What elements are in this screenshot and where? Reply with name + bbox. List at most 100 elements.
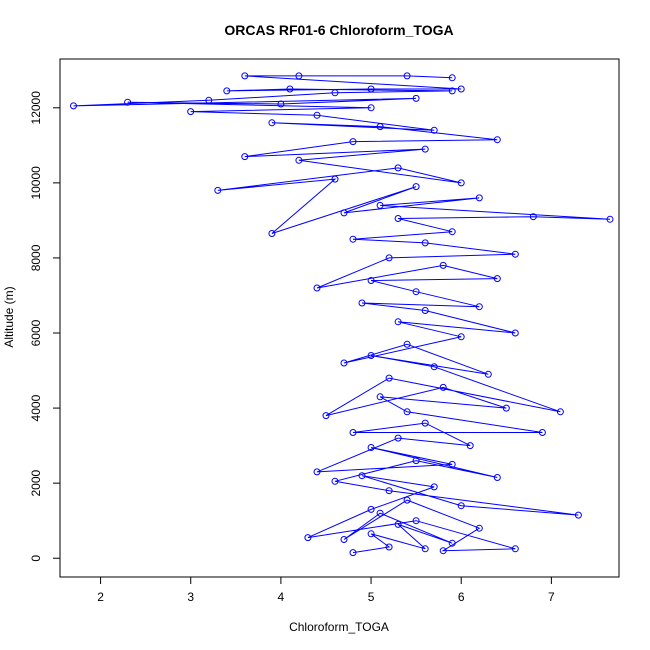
data-point — [205, 96, 213, 104]
data-point — [313, 468, 321, 476]
data-point — [295, 72, 303, 80]
y-tick-label: 0 — [29, 555, 43, 562]
data-point — [367, 104, 375, 112]
data-point — [475, 194, 483, 202]
data-point — [367, 530, 375, 538]
data-point — [295, 156, 303, 164]
data-point — [376, 393, 384, 401]
y-tick-label: 6000 — [29, 319, 43, 346]
data-point — [466, 442, 474, 450]
data-point — [376, 123, 384, 131]
data-point — [475, 524, 483, 532]
data-point — [511, 545, 519, 553]
data-point — [574, 511, 582, 519]
data-point — [421, 307, 429, 314]
data-point — [421, 145, 429, 153]
data-point — [493, 474, 501, 481]
data-point — [385, 487, 393, 495]
data-point — [448, 87, 456, 95]
data-point — [358, 299, 366, 307]
data-point — [403, 72, 411, 80]
data-point — [439, 547, 447, 555]
x-axis-label: Chloroform_TOGA — [289, 620, 389, 634]
y-tick-label: 10000 — [29, 166, 43, 200]
data-point — [322, 412, 330, 420]
data-point — [529, 213, 537, 221]
data-point — [430, 363, 438, 371]
data-point — [421, 545, 429, 553]
data-point — [439, 383, 447, 391]
data-point — [394, 434, 402, 442]
data-point — [448, 228, 456, 236]
data-point — [268, 230, 276, 237]
data-point — [394, 520, 402, 528]
data-point — [241, 153, 249, 161]
data-point — [394, 164, 402, 172]
data-point — [421, 419, 429, 427]
data-point — [412, 288, 420, 296]
data-point — [412, 183, 420, 191]
data-point — [349, 549, 357, 557]
data-point — [349, 138, 357, 146]
data-point — [331, 477, 339, 485]
data-point — [376, 201, 384, 209]
data-point — [412, 517, 420, 525]
series-group — [70, 72, 614, 557]
y-tick-label: 4000 — [29, 394, 43, 421]
data-point — [268, 119, 276, 127]
data-point — [493, 275, 501, 283]
data-point — [403, 408, 411, 416]
data-point — [349, 235, 357, 243]
data-point — [412, 457, 420, 465]
data-point — [538, 429, 546, 436]
data-point — [340, 209, 348, 217]
data-point — [367, 85, 375, 93]
data-point — [340, 359, 348, 367]
data-point — [304, 534, 312, 542]
x-tick-label: 3 — [187, 590, 194, 604]
x-tick-label: 5 — [368, 590, 375, 604]
data-point — [493, 136, 501, 144]
data-point — [606, 215, 614, 223]
data-point — [367, 444, 375, 451]
data-point — [412, 94, 420, 102]
data-point — [376, 509, 384, 517]
y-tick-label: 12000 — [29, 91, 43, 125]
data-point — [448, 539, 456, 547]
data-point — [286, 85, 294, 93]
data-point — [70, 102, 77, 110]
data-point — [367, 277, 375, 284]
data-point — [403, 496, 411, 504]
series-line — [73, 75, 611, 554]
data-point — [241, 72, 249, 80]
chart-title: ORCAS RF01-6 Chloroform_TOGA — [224, 22, 453, 38]
x-tick-label: 6 — [458, 590, 465, 604]
data-point — [124, 98, 132, 106]
data-point — [457, 502, 465, 510]
data-point — [556, 408, 564, 416]
data-point — [430, 126, 438, 134]
data-point — [313, 111, 321, 119]
data-point — [313, 284, 321, 292]
y-axis-label: Altitude (m) — [2, 286, 16, 347]
data-point — [385, 543, 393, 551]
y-tick-label: 8000 — [29, 244, 43, 271]
data-point — [502, 404, 510, 412]
data-point — [367, 352, 375, 359]
data-point — [394, 215, 402, 222]
data-point — [277, 100, 285, 108]
data-point — [394, 318, 402, 326]
x-tick-label: 4 — [278, 590, 285, 604]
data-point — [214, 186, 222, 194]
data-point — [331, 89, 339, 97]
data-point — [475, 303, 483, 311]
data-point — [340, 536, 348, 543]
data-point — [457, 85, 465, 93]
x-tick-label: 7 — [548, 590, 555, 604]
data-point — [484, 370, 492, 378]
data-point — [331, 175, 339, 183]
data-point — [511, 250, 519, 258]
